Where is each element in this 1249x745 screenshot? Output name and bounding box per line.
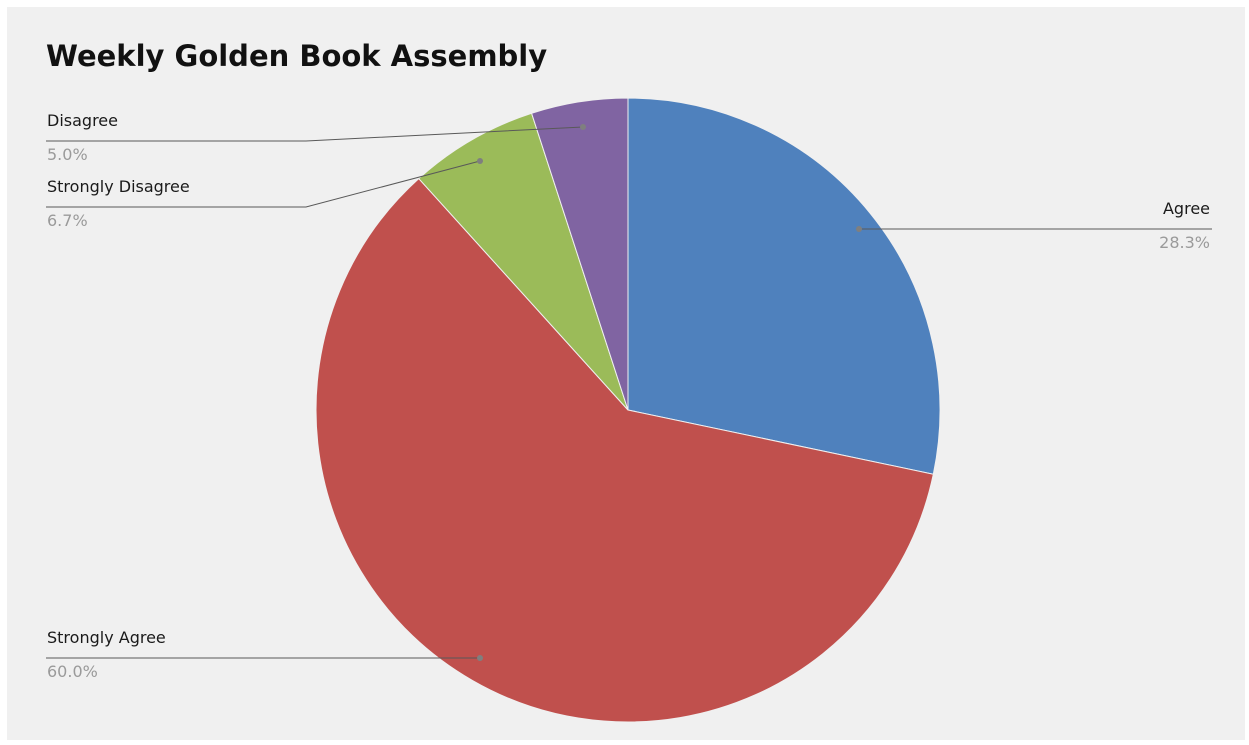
leader-line-strongly-disagree <box>46 160 481 208</box>
slice-percent-strongly-agree: 60.0% <box>47 662 98 681</box>
leader-dot-agree <box>856 226 862 232</box>
slice-percent-disagree: 5.0% <box>47 145 88 164</box>
pie-slice-strongly-agree <box>315 177 934 723</box>
pie-slice-agree <box>627 97 941 475</box>
chart-title: Weekly Golden Book Assembly <box>46 39 548 73</box>
slice-label-agree: Agree <box>1163 199 1210 218</box>
leader-line-disagree <box>46 126 584 142</box>
slice-percent-agree: 28.3% <box>1159 233 1210 252</box>
slice-label-strongly-disagree: Strongly Disagree <box>47 177 190 196</box>
chart-area: Weekly Golden Book Assembly Agree 28.3% St… <box>7 7 1245 740</box>
leader-dot-strongly-agree <box>477 655 483 661</box>
pie-slice-disagree <box>530 97 629 411</box>
leader-dot-disagree <box>580 124 586 130</box>
slice-label-strongly-agree: Strongly Agree <box>47 628 166 647</box>
pie-slices <box>315 97 941 723</box>
slice-percent-strongly-disagree: 6.7% <box>47 211 88 230</box>
pie-labels: Agree 28.3% Strongly Agree 60.0% Strongly Di… <box>46 111 1212 681</box>
leader-dot-strongly-disagree <box>477 158 483 164</box>
pie-chart: Agree 28.3% Strongly Agree 60.0% Strongly Di… <box>46 97 1212 723</box>
slice-label-disagree: Disagree <box>47 111 118 130</box>
